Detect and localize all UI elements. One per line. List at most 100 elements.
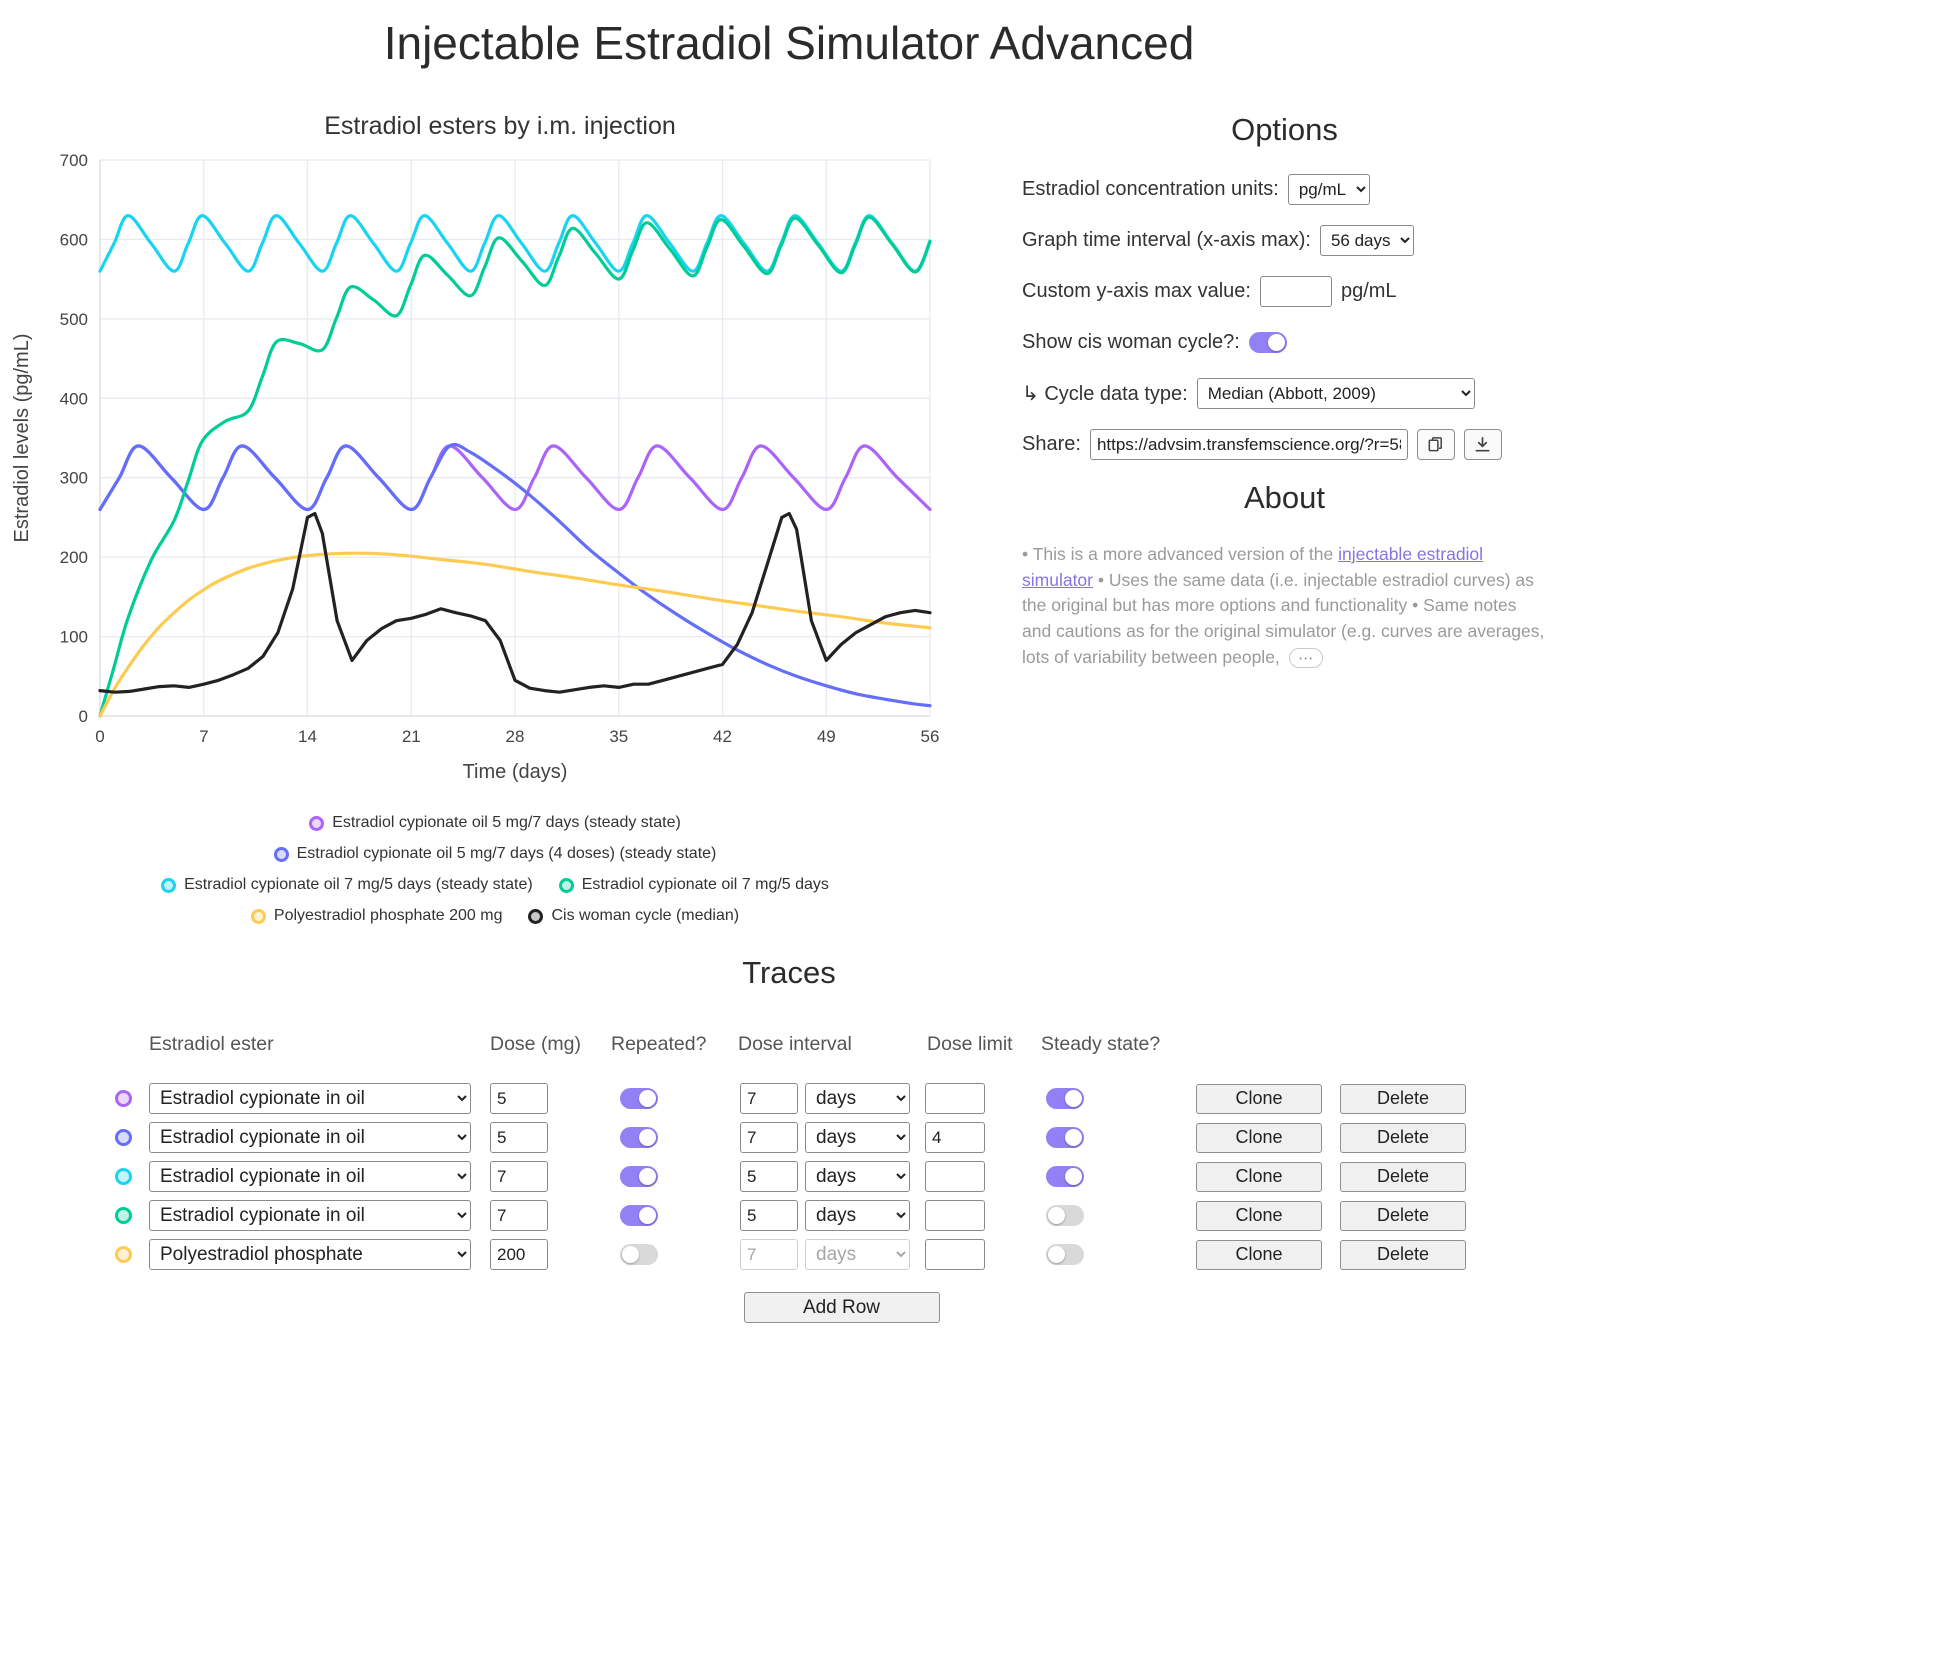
trace-table-header: Estradiol ester Dose (mg) Repeated? Dose… <box>105 1033 1578 1059</box>
dose-limit-input[interactable] <box>925 1122 985 1153</box>
show-cycle-toggle[interactable] <box>1248 332 1287 353</box>
interval-unit-select[interactable]: days <box>805 1200 910 1231</box>
y-axis-title: Estradiol levels (pg/mL) <box>11 334 33 543</box>
units-label: Estradiol concentration units: <box>1022 178 1279 200</box>
ymax-input[interactable] <box>1259 276 1332 307</box>
series-line-3[interactable] <box>98 215 932 718</box>
x-tick-label: 56 <box>921 727 940 746</box>
ester-select[interactable]: Estradiol cypionate in oil <box>149 1161 471 1192</box>
x-tick-label: 28 <box>506 727 525 746</box>
time-interval-row: Graph time interval (x-axis max): 56 day… <box>1022 225 1547 256</box>
legend-item[interactable]: Estradiol cypionate oil 7 mg/5 days <box>558 876 829 894</box>
trace-table: Estradiol ester Dose (mg) Repeated? Dose… <box>105 1033 1578 1323</box>
legend-row: Estradiol cypionate oil 5 mg/7 days (4 d… <box>273 845 717 863</box>
clone-button[interactable]: Clone <box>1196 1122 1322 1153</box>
x-tick-label: 49 <box>817 727 836 746</box>
repeated-toggle[interactable] <box>620 1244 658 1265</box>
legend-label: Estradiol cypionate oil 5 mg/7 days (ste… <box>332 814 681 831</box>
dose-input[interactable] <box>490 1239 548 1270</box>
y-tick-label: 200 <box>60 548 88 567</box>
series-line-5[interactable] <box>98 511 932 694</box>
legend-row: Polyestradiol phosphate 200 mg Cis woman … <box>250 907 739 925</box>
trace-row-2: Estradiol cypionate in oil days Clone Delet… <box>105 1122 1578 1153</box>
delete-button[interactable]: Delete <box>1340 1122 1466 1153</box>
delete-button[interactable]: Delete <box>1340 1239 1466 1270</box>
legend-item[interactable]: Cis woman cycle (median) <box>528 907 739 925</box>
legend-label: Cis woman cycle (median) <box>551 907 740 924</box>
expand-about-button[interactable]: ⋯ <box>1288 648 1323 669</box>
header-limit: Dose limit <box>927 1033 1013 1055</box>
delete-button[interactable]: Delete <box>1340 1161 1466 1192</box>
dose-limit-input[interactable] <box>925 1161 985 1192</box>
interval-unit-select[interactable]: days <box>805 1239 910 1270</box>
steady-state-toggle[interactable] <box>1046 1088 1084 1109</box>
steady-state-toggle[interactable] <box>1046 1244 1084 1265</box>
toggle-knob <box>639 1090 656 1107</box>
interval-unit-select[interactable]: days <box>805 1083 910 1114</box>
legend-item[interactable]: Estradiol cypionate oil 5 mg/7 days (ste… <box>309 814 681 832</box>
dose-interval-input[interactable] <box>740 1161 798 1192</box>
cycle-type-row: ↳ Cycle data type: Median (Abbott, 2009) <box>1022 378 1547 409</box>
dose-interval-input[interactable] <box>740 1239 798 1270</box>
repeated-toggle[interactable] <box>620 1166 658 1187</box>
dose-interval-input[interactable] <box>740 1122 798 1153</box>
time-interval-select[interactable]: 56 days <box>1319 225 1414 256</box>
legend-label: Estradiol cypionate oil 5 mg/7 days (4 d… <box>296 845 717 862</box>
dose-limit-input[interactable] <box>925 1200 985 1231</box>
ester-select[interactable]: Polyestradiol phosphate <box>149 1239 471 1270</box>
download-button[interactable] <box>1463 429 1502 460</box>
repeated-toggle[interactable] <box>620 1127 658 1148</box>
copy-link-button[interactable] <box>1416 429 1455 460</box>
dose-limit-input[interactable] <box>925 1083 985 1114</box>
clone-button[interactable]: Clone <box>1196 1083 1322 1114</box>
show-cycle-label: Show cis woman cycle?: <box>1022 331 1240 353</box>
dose-limit-input[interactable] <box>925 1239 985 1270</box>
steady-state-toggle[interactable] <box>1046 1127 1084 1148</box>
delete-button[interactable]: Delete <box>1340 1083 1466 1114</box>
delete-button[interactable]: Delete <box>1340 1200 1466 1231</box>
legend-label: Estradiol cypionate oil 7 mg/5 days (ste… <box>184 876 533 893</box>
legend-item[interactable]: Polyestradiol phosphate 200 mg <box>250 907 502 925</box>
trace-color-icon <box>115 1090 132 1107</box>
dose-input[interactable] <box>490 1200 548 1231</box>
original-simulator-link[interactable]: injectable estradiol simulator <box>1022 544 1484 590</box>
units-select[interactable]: pg/mL <box>1287 174 1370 205</box>
dose-input[interactable] <box>490 1083 548 1114</box>
clone-button[interactable]: Clone <box>1196 1200 1322 1231</box>
legend-marker-icon <box>273 846 289 862</box>
y-tick-label: 400 <box>60 389 88 408</box>
dose-input[interactable] <box>490 1161 548 1192</box>
dose-interval-input[interactable] <box>740 1083 798 1114</box>
series-line-1[interactable] <box>98 442 932 708</box>
legend-item[interactable]: Estradiol cypionate oil 7 mg/5 days (ste… <box>161 876 533 894</box>
cycle-type-select[interactable]: Median (Abbott, 2009) <box>1196 378 1475 409</box>
dose-interval-input[interactable] <box>740 1200 798 1231</box>
series-line-4[interactable] <box>98 551 932 718</box>
ester-select[interactable]: Estradiol cypionate in oil <box>149 1083 471 1114</box>
interval-unit-select[interactable]: days <box>805 1161 910 1192</box>
options-panel: Options Estradiol concentration units: p… <box>1022 112 1547 671</box>
repeated-toggle[interactable] <box>620 1088 658 1109</box>
header-dose: Dose (mg) <box>490 1033 582 1055</box>
ester-select[interactable]: Estradiol cypionate in oil <box>149 1200 471 1231</box>
estradiol-chart[interactable]: 0 100 200 300 400 500 600 700 0 7 14 21 28 35 42 49 56 Es… <box>0 100 990 790</box>
ester-select[interactable]: Estradiol cypionate in oil <box>149 1122 471 1153</box>
legend-marker-icon <box>309 815 325 831</box>
clone-button[interactable]: Clone <box>1196 1239 1322 1270</box>
download-icon <box>1475 436 1490 452</box>
share-url-input[interactable] <box>1089 429 1408 460</box>
x-tick-label: 14 <box>298 727 317 746</box>
page-title: Injectable Estradiol Simulator Advanced <box>383 17 1195 69</box>
toggle-knob <box>1065 1129 1082 1146</box>
add-row-button[interactable]: Add Row <box>743 1292 940 1323</box>
dose-input[interactable] <box>490 1122 548 1153</box>
interval-unit-select[interactable]: days <box>805 1122 910 1153</box>
clone-button[interactable]: Clone <box>1196 1161 1322 1192</box>
x-tick-label: 42 <box>713 727 732 746</box>
steady-state-toggle[interactable] <box>1046 1205 1084 1226</box>
steady-state-toggle[interactable] <box>1046 1166 1084 1187</box>
legend-row: Estradiol cypionate oil 7 mg/5 days (ste… <box>161 876 829 894</box>
toggle-knob <box>639 1129 656 1146</box>
repeated-toggle[interactable] <box>620 1205 658 1226</box>
legend-item[interactable]: Estradiol cypionate oil 5 mg/7 days (4 d… <box>273 845 717 863</box>
